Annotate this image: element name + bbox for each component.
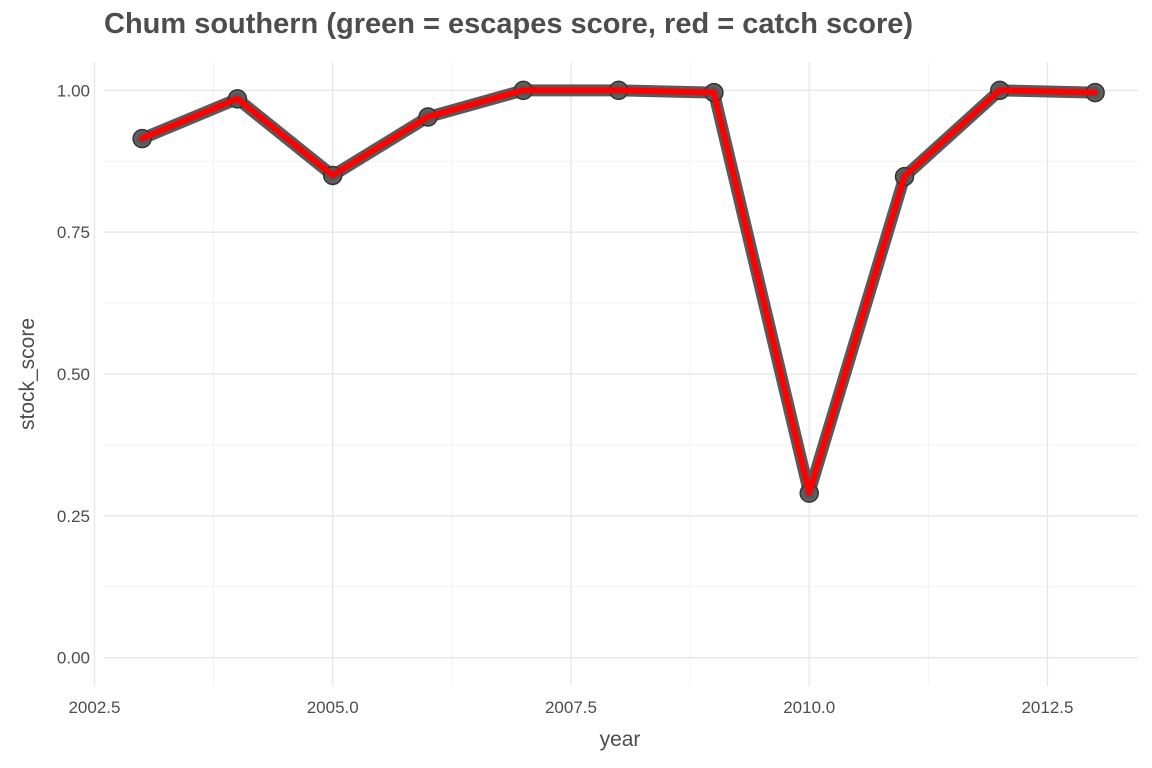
y-tick-label: 1.00 bbox=[57, 81, 90, 100]
series-line bbox=[139, 87, 1099, 497]
y-axis-title: stock_score bbox=[16, 318, 39, 430]
chart-title: Chum southern (green = escapes score, re… bbox=[104, 8, 914, 40]
y-tick-label: 0.75 bbox=[57, 223, 90, 242]
x-tick-label: 2005.0 bbox=[307, 698, 359, 717]
x-tick-label: 2012.5 bbox=[1021, 698, 1073, 717]
y-tick-label: 0.25 bbox=[57, 507, 90, 526]
x-axis: 2002.5 2005.0 2007.5 2010.0 2012.5 bbox=[68, 698, 1073, 717]
series-line-outline bbox=[136, 84, 1102, 500]
x-tick-label: 2007.5 bbox=[545, 698, 597, 717]
x-tick-label: 2010.0 bbox=[783, 698, 835, 717]
y-axis: 0.00 0.25 0.50 0.75 1.00 bbox=[57, 81, 90, 667]
x-tick-label: 2002.5 bbox=[68, 698, 120, 717]
y-tick-label: 0.50 bbox=[57, 365, 90, 384]
grid bbox=[93, 62, 1138, 686]
series-layer bbox=[132, 80, 1105, 503]
y-tick-label: 0.00 bbox=[57, 649, 90, 668]
x-axis-title: year bbox=[600, 728, 641, 751]
